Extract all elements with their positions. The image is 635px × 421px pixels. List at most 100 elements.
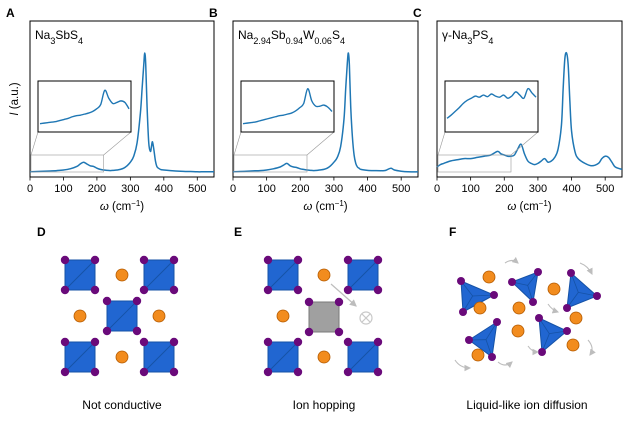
- sodium-ion: [482, 270, 496, 284]
- anion-atom: [529, 298, 537, 306]
- anion-atom: [90, 285, 100, 295]
- anion-atom: [343, 367, 353, 377]
- label-part: (cm: [516, 201, 538, 213]
- anion-atom: [139, 285, 149, 295]
- tetrahedron-edge: [64, 341, 96, 373]
- x-tick-label: 500: [596, 183, 614, 195]
- zoom-region: [30, 154, 104, 173]
- axes-frame: [232, 20, 419, 178]
- label-part: ): [344, 201, 348, 213]
- rotating-tetrahedron: [465, 318, 501, 361]
- anion-atom: [132, 326, 142, 336]
- tetrahedron: [263, 337, 303, 377]
- anion-atom: [293, 285, 303, 295]
- panel-letter: A: [6, 6, 15, 20]
- rotating-tetrahedron: [535, 314, 571, 356]
- anion-atom: [169, 255, 179, 265]
- tetrahedron-edge: [347, 259, 379, 291]
- label-part: (cm: [109, 201, 131, 213]
- inset-line: [39, 89, 130, 125]
- anion-atom: [60, 255, 70, 265]
- anion-atom: [304, 297, 314, 307]
- tetrahedron-edge: [143, 259, 175, 291]
- anion-atom: [263, 337, 273, 347]
- x-tick-label: 200: [88, 183, 106, 195]
- label-part: 4: [78, 36, 83, 46]
- spectrum-panel: Cγ-Na3PS4 0 100 200 300 400 500 ω (cm−1): [413, 6, 623, 213]
- axes-frame: [29, 20, 215, 178]
- anion-atom: [102, 326, 112, 336]
- zoom-region: [233, 154, 308, 173]
- inset-frame: [37, 80, 132, 133]
- anion-atom: [132, 296, 142, 306]
- sodium-ion: [115, 268, 129, 282]
- sodium-ion: [511, 324, 525, 338]
- label-part: 0.06: [314, 36, 332, 46]
- label-part: I: [9, 112, 21, 116]
- anion-atom: [563, 304, 571, 312]
- anion-atom: [488, 353, 496, 361]
- mechanism-caption: Ion hopping: [293, 398, 356, 412]
- tetrahedron: [139, 255, 179, 295]
- label-part: 4: [488, 36, 493, 46]
- anion-atom: [459, 308, 467, 316]
- anion-atom: [263, 285, 273, 295]
- sodium-ion: [115, 350, 129, 364]
- panel-letter: B: [209, 6, 218, 20]
- spectrum-panel: A Na3SbS4 0 100 200 300 400 500 ω (cm−1) I (a.u.): [6, 6, 215, 213]
- anion-atom: [139, 337, 149, 347]
- tetrahedron-edge: [347, 341, 379, 373]
- inset-connector: [30, 131, 39, 156]
- sodium-ion: [512, 301, 526, 315]
- anion-atom: [334, 297, 344, 307]
- panel-letter: F: [449, 225, 456, 239]
- sodium-ion: [317, 350, 331, 364]
- panel-E: E Ion hopping: [234, 225, 383, 412]
- panel-letter: D: [37, 225, 46, 239]
- anion-atom: [139, 367, 149, 377]
- tetrahedron-edge: [64, 259, 96, 291]
- x-tick-label: 500: [392, 183, 410, 195]
- tetrahedron-edge: [267, 341, 299, 373]
- anion-atom: [263, 255, 273, 265]
- anion-atom: [465, 336, 473, 344]
- anion-atom: [457, 277, 465, 285]
- anion-atom: [373, 285, 383, 295]
- anion-atom: [563, 327, 571, 335]
- rotation-arrow: [579, 262, 593, 275]
- label-part: 3: [467, 36, 472, 46]
- anion-atom: [343, 255, 353, 265]
- x-tick-label: 0: [230, 183, 236, 195]
- anion-atom: [593, 292, 601, 300]
- tetrahedron-edge: [106, 300, 138, 332]
- label-part: S: [332, 28, 340, 42]
- transition-tetrahedron: [304, 297, 344, 337]
- anion-atom: [169, 337, 179, 347]
- inset-connector: [306, 131, 335, 156]
- rotating-tetrahedron: [563, 269, 601, 312]
- rotation-arrow: [527, 345, 540, 356]
- panel-letter: C: [413, 6, 422, 20]
- label-part: 0.94: [286, 36, 304, 46]
- sodium-ion: [547, 282, 561, 296]
- rotating-tetrahedron: [457, 277, 498, 316]
- spectrum-line: [436, 51, 623, 171]
- inset-line: [242, 88, 333, 125]
- sodium-ion: [471, 348, 485, 362]
- label-part: ω: [100, 201, 109, 213]
- anion-atom: [169, 367, 179, 377]
- label-part: W: [303, 28, 315, 42]
- rotating-tetrahedron: [508, 268, 542, 306]
- anion-atom: [373, 367, 383, 377]
- panel-title: γ-Na3PS4: [442, 28, 493, 46]
- x-tick-label: 100: [54, 183, 72, 195]
- label-part: PS: [472, 28, 488, 42]
- rotation-arrow: [587, 339, 596, 356]
- label-part: ): [140, 201, 144, 213]
- anion-atom: [90, 337, 100, 347]
- anion-atom: [102, 296, 112, 306]
- inset-connector: [233, 131, 242, 156]
- axes-frame: [436, 20, 623, 178]
- anion-atom: [334, 327, 344, 337]
